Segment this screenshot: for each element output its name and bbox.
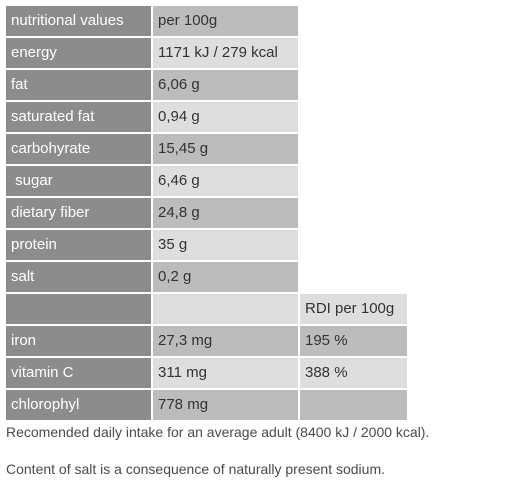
row-rdi-vitamin-c: 388 % bbox=[300, 358, 407, 388]
row-label-iron: iron bbox=[6, 326, 151, 356]
row-label-sugar: sugar bbox=[6, 166, 151, 196]
intake-note: Recomended daily intake for an average a… bbox=[6, 424, 430, 440]
row-label-chlorophyl: chlorophyl bbox=[6, 390, 151, 420]
row-value-salt: 0,2 g bbox=[153, 262, 298, 292]
row-rdi-iron: 195 % bbox=[300, 326, 407, 356]
row-rdi-chlorophyl bbox=[300, 390, 407, 420]
row-label-salt: salt bbox=[6, 262, 151, 292]
row-value-dietary-fiber: 24,8 g bbox=[153, 198, 298, 228]
header-label: nutritional values bbox=[6, 6, 151, 36]
rdi-header: RDI per 100g bbox=[300, 294, 407, 324]
row-value-chlorophyl: 778 mg bbox=[153, 390, 298, 420]
row-label-vitamin-c: vitamin C bbox=[6, 358, 151, 388]
row-value-saturated-fat: 0,94 g bbox=[153, 102, 298, 132]
row-label-carbohydrate: carbohyrate bbox=[6, 134, 151, 164]
row-label-dietary-fiber: dietary fiber bbox=[6, 198, 151, 228]
rdi-header-blank-label bbox=[6, 294, 151, 324]
row-value-energy: 1171 kJ / 279 kcal bbox=[153, 38, 298, 68]
row-label-fat: fat bbox=[6, 70, 151, 100]
row-value-protein: 35 g bbox=[153, 230, 298, 260]
row-label-protein: protein bbox=[6, 230, 151, 260]
row-label-energy: energy bbox=[6, 38, 151, 68]
row-value-vitamin-c: 311 mg bbox=[153, 358, 298, 388]
header-value: per 100g bbox=[153, 6, 298, 36]
row-value-carbohydrate: 15,45 g bbox=[153, 134, 298, 164]
salt-note: Content of salt is a consequence of natu… bbox=[6, 461, 385, 477]
rdi-header-blank-value bbox=[153, 294, 298, 324]
row-value-iron: 27,3 mg bbox=[153, 326, 298, 356]
row-value-fat: 6,06 g bbox=[153, 70, 298, 100]
row-label-saturated-fat: saturated fat bbox=[6, 102, 151, 132]
row-value-sugar: 6,46 g bbox=[153, 166, 298, 196]
